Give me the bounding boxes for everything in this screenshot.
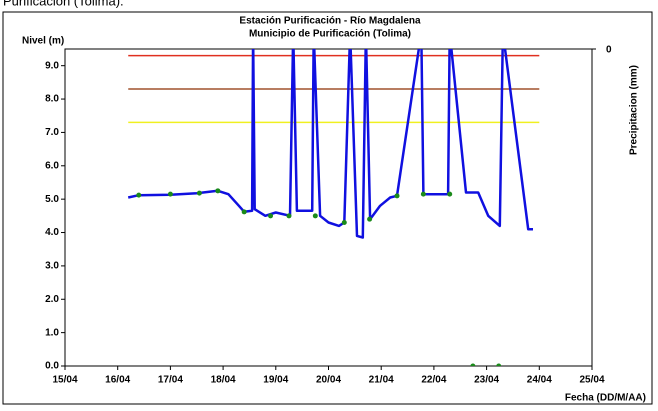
- observation-point: [367, 216, 373, 222]
- caption: Purificación (Tolima).: [3, 0, 124, 8]
- y2-tick-label: 0: [606, 45, 612, 56]
- observation-point: [496, 363, 502, 366]
- x-axis-label: Fecha (DD/M/AA): [565, 393, 646, 404]
- y-tick-label: 1.0: [45, 327, 59, 338]
- x-tick-label: 24/04: [527, 375, 552, 386]
- observation-point: [394, 193, 400, 199]
- observation-point: [312, 213, 318, 219]
- x-tick-label: 23/04: [474, 375, 499, 386]
- observation-point: [241, 209, 247, 215]
- y-tick-label: 0.0: [45, 361, 59, 372]
- x-tick-label: 19/04: [263, 375, 288, 386]
- x-tick-label: 21/04: [369, 375, 394, 386]
- y2-axis-label: Precipitacion (mm): [629, 65, 640, 155]
- y-tick-label: 4.0: [45, 227, 59, 238]
- y-tick-label: 3.0: [45, 261, 59, 272]
- x-tick-label: 16/04: [105, 375, 130, 386]
- y-tick-label: 9.0: [45, 60, 59, 71]
- y-tick-label: 7.0: [45, 127, 59, 138]
- y-tick-label: 2.0: [45, 294, 59, 305]
- x-tick-label: 18/04: [211, 375, 236, 386]
- y-axis-label: Nivel (m): [22, 36, 64, 47]
- x-tick-label: 15/04: [52, 375, 77, 386]
- level-line: [127, 49, 533, 239]
- x-tick-label: 25/04: [579, 375, 604, 386]
- observation-point: [286, 213, 292, 219]
- chart-subtitle: Municipio de Purificación (Tolima): [249, 29, 411, 40]
- chart-frame: [2, 11, 653, 405]
- observation-point: [447, 191, 453, 197]
- observation-point: [167, 191, 173, 197]
- x-tick-label: 22/04: [421, 375, 446, 386]
- plot-frame: [64, 48, 593, 367]
- observation-point: [470, 363, 476, 366]
- plot-area: [127, 49, 540, 366]
- y-tick-label: 8.0: [45, 94, 59, 105]
- y-tick-label: 6.0: [45, 160, 59, 171]
- x-tick-label: 20/04: [316, 375, 341, 386]
- x-tick-label: 17/04: [158, 375, 183, 386]
- y-tick-label: 5.0: [45, 194, 59, 205]
- observation-point: [268, 213, 274, 219]
- observation-point: [341, 220, 347, 226]
- observation-point: [420, 191, 426, 197]
- observation-point: [136, 192, 142, 198]
- observation-point: [196, 190, 202, 196]
- chart-title: Estación Purificación - Río Magdalena: [239, 16, 421, 27]
- observation-point: [215, 188, 221, 194]
